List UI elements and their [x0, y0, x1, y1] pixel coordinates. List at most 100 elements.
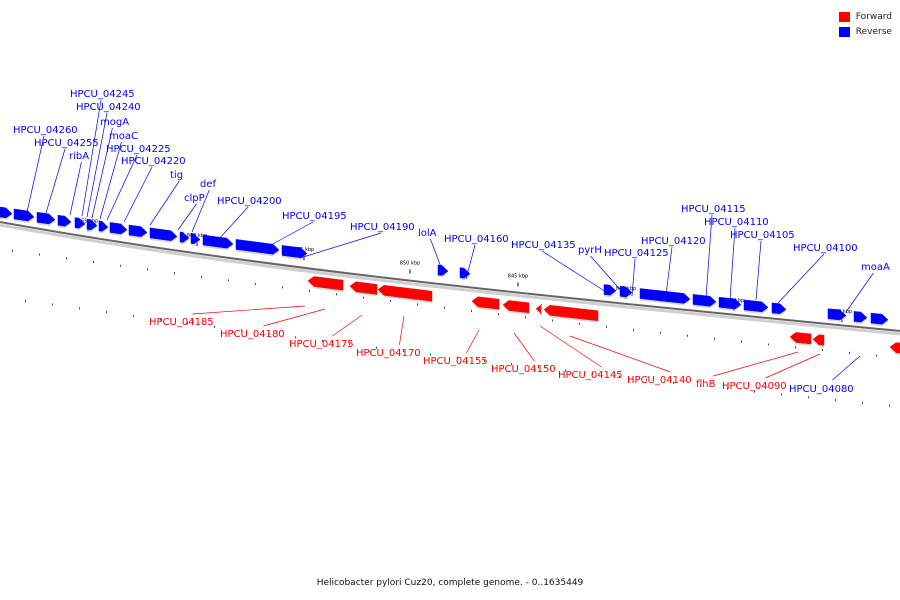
scale-tick-label: 855 kbp	[294, 247, 314, 253]
reverse-gene-arrow[interactable]	[36, 211, 56, 225]
minor-tick	[457, 356, 458, 359]
reverse-gene-arrow[interactable]	[827, 308, 847, 321]
reverse-gene-arrow[interactable]	[692, 294, 717, 307]
reverse-gene-arrow[interactable]	[639, 288, 691, 304]
reverse-gene-label: HPCU_04115	[681, 204, 746, 215]
reverse-gene-arrow[interactable]	[190, 233, 201, 245]
reverse-gene-arrow[interactable]	[149, 227, 178, 241]
reverse-gene-arrow[interactable]	[13, 208, 35, 222]
genome-backbone-shadow	[0, 223, 900, 336]
minor-tick	[552, 319, 553, 322]
reverse-leader-line	[665, 246, 673, 296]
reverse-gene-label: mogA	[100, 117, 129, 128]
minor-tick	[295, 336, 296, 339]
minor-tick	[606, 325, 607, 328]
reverse-leader-line	[832, 355, 861, 381]
minor-tick	[700, 384, 701, 387]
minor-tick	[754, 390, 755, 393]
reverse-gene-arrow[interactable]	[57, 214, 72, 227]
reverse-gene-label: HPCU_04080	[789, 384, 854, 395]
minor-tick	[268, 332, 269, 335]
forward-gene-arrow[interactable]	[812, 334, 825, 346]
forward-gene-arrow[interactable]	[307, 276, 344, 291]
reverse-gene-arrow[interactable]	[86, 218, 98, 231]
forward-gene-arrow[interactable]	[502, 300, 530, 314]
reverse-gene-arrow[interactable]	[98, 220, 109, 232]
reverse-gene-arrow[interactable]	[743, 299, 769, 313]
forward-gene-arrow[interactable]	[535, 303, 543, 315]
minor-tick	[660, 331, 661, 334]
minor-tick	[174, 272, 175, 275]
legend-reverse-label: Reverse	[855, 26, 892, 37]
reverse-gene-label: ribA	[69, 151, 89, 162]
minor-tick	[403, 350, 404, 353]
reverse-gene-arrow[interactable]	[128, 224, 148, 237]
forward-gene-arrow[interactable]	[377, 285, 433, 302]
forward-gene-arrow[interactable]	[471, 296, 500, 310]
reverse-gene-arrow[interactable]	[853, 311, 868, 323]
reverse-gene-arrow[interactable]	[771, 302, 787, 314]
minor-tick	[741, 340, 742, 343]
minor-tick	[862, 401, 863, 404]
minor-tick	[498, 313, 499, 316]
forward-gene-arrow[interactable]	[543, 305, 599, 322]
minor-tick	[93, 261, 94, 264]
reverse-leader-line	[705, 214, 713, 299]
gene-arrows	[0, 206, 900, 355]
minor-tick	[727, 387, 728, 390]
minor-tick	[781, 393, 782, 396]
minor-tick	[430, 353, 431, 356]
reverse-gene-label: HPCU_04260	[13, 125, 78, 136]
reverse-leader-line	[45, 148, 66, 214]
reverse-gene-label: HPCU_04135	[511, 240, 576, 251]
forward-gene-label: HPCU_04185	[149, 317, 214, 328]
reverse-gene-arrow[interactable]	[109, 222, 128, 235]
forward-gene-arrow[interactable]	[889, 342, 900, 354]
reverse-leader-line	[299, 232, 382, 259]
minor-tick	[349, 343, 350, 346]
reverse-gene-arrow[interactable]	[718, 296, 742, 310]
minor-tick	[768, 343, 769, 346]
genome-backbone	[0, 221, 900, 332]
minor-tick	[511, 363, 512, 366]
minor-tick	[147, 268, 148, 271]
reverse-gene-arrow[interactable]	[0, 206, 13, 219]
minor-tick	[835, 399, 836, 402]
minor-tick	[565, 369, 566, 372]
reverse-gene-arrow[interactable]	[870, 312, 889, 325]
reverse-gene-label: lolA	[418, 228, 437, 239]
minor-tick	[444, 306, 445, 309]
reverse-gene-arrow[interactable]	[619, 286, 633, 298]
minor-tick	[714, 337, 715, 340]
reverse-leader-line	[755, 240, 762, 301]
reverse-swatch	[838, 26, 850, 37]
reverse-gene-arrow[interactable]	[179, 231, 190, 243]
reverse-gene-arrow[interactable]	[74, 217, 86, 229]
reverse-leader-line	[465, 244, 476, 280]
minor-tick	[106, 311, 107, 314]
minor-tick	[120, 264, 121, 267]
reverse-gene-arrow[interactable]	[281, 245, 308, 259]
minor-tick	[201, 275, 202, 278]
reverse-leader-line	[590, 255, 625, 295]
legend-reverse: Reverse	[838, 24, 892, 39]
reverse-gene-arrow[interactable]	[603, 284, 617, 296]
reverse-gene-arrow[interactable]	[235, 239, 280, 255]
reverse-gene-label: clpP	[184, 193, 205, 204]
minor-tick	[12, 249, 13, 252]
minor-tick	[592, 372, 593, 375]
minor-tick	[822, 349, 823, 352]
reverse-gene-arrow[interactable]	[437, 264, 449, 276]
forward-gene-arrow[interactable]	[789, 332, 812, 345]
forward-gene-label: HPCU_04150	[491, 364, 556, 375]
reverse-leader-line	[26, 135, 45, 213]
forward-leader-line	[263, 308, 326, 327]
minor-tick	[241, 329, 242, 332]
reverse-leader-line	[177, 203, 197, 231]
forward-gene-label: HPCU_04155	[423, 356, 488, 367]
forward-gene-label: HPCU_04090	[722, 381, 787, 392]
reverse-gene-arrow[interactable]	[202, 234, 234, 249]
forward-leader-line	[713, 351, 799, 377]
forward-gene-arrow[interactable]	[349, 281, 378, 295]
forward-gene-label: HPCU_04140	[627, 375, 692, 386]
